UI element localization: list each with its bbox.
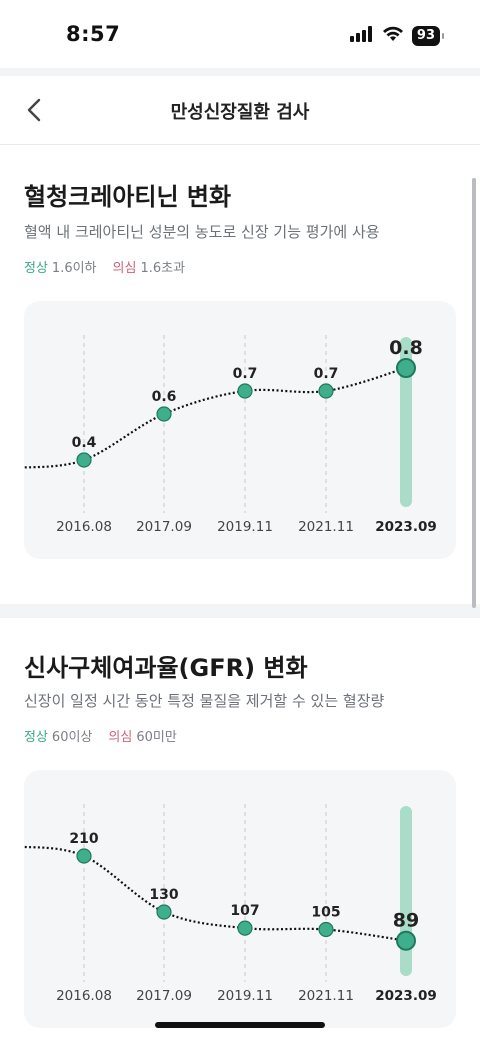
data-label: 107 xyxy=(230,903,259,919)
data-label: 210 xyxy=(69,831,98,847)
wifi-icon xyxy=(382,26,404,46)
page-title: 만성신장질환 검사 xyxy=(170,102,310,123)
header-divider xyxy=(0,68,480,76)
normal-range: 60이상 xyxy=(51,730,93,745)
data-label: 0.7 xyxy=(314,366,339,382)
status-icons: 93 xyxy=(349,24,445,48)
data-point xyxy=(156,904,172,920)
data-point xyxy=(76,848,92,864)
x-tick-label: 2023.09 xyxy=(375,988,437,1004)
x-tick-label: 2016.08 xyxy=(56,988,112,1004)
suspect-range: 1.6초과 xyxy=(140,261,186,276)
x-tick-label: 2023.09 xyxy=(375,519,437,535)
suspect-range: 60미만 xyxy=(136,730,177,745)
gfr-line-chart: 210 130 107 105 89 2016.08 2017.09 2019.11 2021.… xyxy=(24,804,437,1004)
section-divider xyxy=(0,604,480,618)
reference-legend: 정상 1.6이하 의심 1.6초과 xyxy=(24,257,185,276)
x-tick-label: 2021.11 xyxy=(298,519,354,535)
battery-icon: 93 xyxy=(411,26,445,46)
normal-label: 정상 xyxy=(24,261,48,276)
normal-label: 정상 xyxy=(24,730,48,745)
status-time: 8:57 xyxy=(66,22,121,46)
x-tick-label: 2019.11 xyxy=(217,519,273,535)
data-point xyxy=(318,383,334,399)
data-point xyxy=(237,920,253,936)
data-point xyxy=(396,358,416,378)
data-label: 0.8 xyxy=(389,337,423,359)
data-point xyxy=(237,383,253,399)
gfr-chart: 210 130 107 105 89 2016.08 2017.09 2019.11 2021.… xyxy=(24,770,456,1028)
x-tick-label: 2017.09 xyxy=(136,988,192,1004)
back-button[interactable] xyxy=(14,90,54,130)
cellular-signal-icon xyxy=(349,26,374,46)
data-point xyxy=(318,921,334,938)
section-title: 혈청크레아티닌 변화 xyxy=(24,183,232,211)
suspect-label: 의심 xyxy=(112,261,137,276)
section-description: 혈액 내 크레아티닌 성분의 농도로 신장 기능 평가에 사용 xyxy=(24,223,380,241)
creatinine-line-chart: 0.4 0.6 0.7 0.7 0.8 2016.08 2017.09 2019.11 2021… xyxy=(24,335,437,535)
status-bar: 8:57 93 xyxy=(0,0,480,68)
x-tick-label: 2016.08 xyxy=(56,519,112,535)
gfr-section: 신사구체여과율(GFR) 변화 신장이 일정 시간 동안 특정 물질을 제거할 … xyxy=(0,618,480,1040)
suspect-label: 의심 xyxy=(108,730,133,745)
data-label: 0.7 xyxy=(233,366,258,382)
creatinine-section: 혈청크레아티닌 변화 혈액 내 크레아티닌 성분의 농도로 신장 기능 평가에 … xyxy=(0,145,480,605)
data-label: 89 xyxy=(393,910,419,932)
data-point xyxy=(156,406,172,422)
data-label: 0.4 xyxy=(72,435,97,451)
creatinine-chart: 0.4 0.6 0.7 0.7 0.8 2016.08 2017.09 2019.11 2021… xyxy=(24,301,456,559)
data-point xyxy=(396,930,416,951)
highlight-bar xyxy=(400,337,412,507)
scrollbar[interactable] xyxy=(472,178,476,608)
home-indicator xyxy=(155,1022,325,1028)
reference-legend: 정상 60이상 의심 60미만 xyxy=(24,726,177,745)
section-description: 신장이 일정 시간 동안 특정 물질을 제거할 수 있는 혈장량 xyxy=(24,692,385,710)
section-title: 신사구체여과율(GFR) 변화 xyxy=(24,654,308,682)
data-point xyxy=(76,452,92,468)
data-label: 105 xyxy=(311,905,340,921)
x-tick-label: 2021.11 xyxy=(298,988,354,1004)
data-label: 130 xyxy=(149,887,178,903)
normal-range: 1.6이하 xyxy=(51,261,97,276)
data-label: 0.6 xyxy=(152,389,177,405)
nav-bar: 만성신장질환 검사 xyxy=(0,76,480,145)
series-line xyxy=(24,366,407,469)
x-tick-label: 2019.11 xyxy=(217,988,273,1004)
chevron-left-icon xyxy=(27,98,41,122)
x-tick-label: 2017.09 xyxy=(136,519,192,535)
